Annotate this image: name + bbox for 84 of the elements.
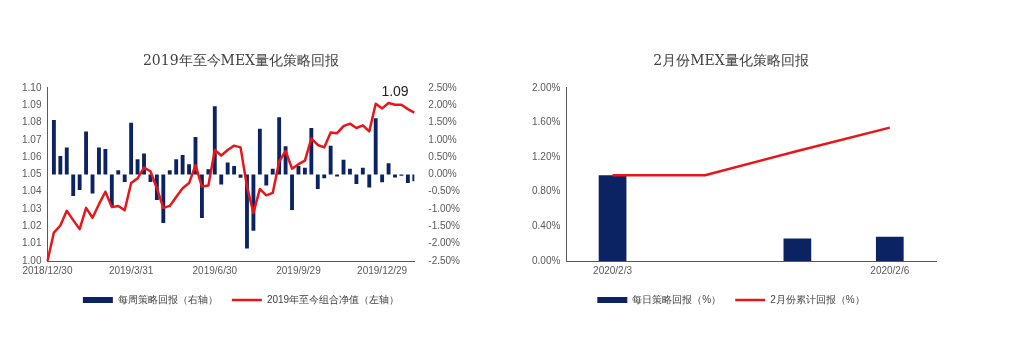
y2-tick-label: 2.00% (428, 98, 457, 110)
x-tick-label: 2020/2/3 (593, 264, 633, 276)
legend-label: 2019年至今组合净值（左轴） (266, 293, 400, 305)
y-tick-label: 1.03 (21, 202, 42, 214)
y-tick-label: 1.10 (21, 81, 42, 93)
y2-tick-label: -0.50% (428, 185, 461, 197)
y2-tick-label: -1.50% (428, 220, 461, 232)
bar (225, 162, 230, 175)
legend-label: 每日策略回报（%） (632, 293, 722, 305)
bar (257, 128, 262, 175)
bar (219, 174, 224, 185)
y2-tick-label: 0.00% (428, 168, 457, 180)
y-tick-label: 1.04 (21, 185, 42, 197)
bar (232, 166, 237, 175)
bar (335, 174, 340, 177)
bar (354, 174, 359, 185)
bar (187, 164, 191, 175)
y-tick-label: 1.09 (21, 98, 42, 110)
bar (412, 174, 415, 182)
y-tick-label: 0.00% (532, 254, 561, 266)
y2-tick-label: -1.00% (428, 202, 461, 214)
annotation: 1.09 (381, 82, 409, 99)
legend-label: 每周策略回报（右轴） (117, 293, 218, 305)
y2-tick-label: -2.00% (428, 237, 461, 249)
bar (122, 174, 127, 183)
bar (51, 120, 56, 175)
bar (348, 168, 352, 175)
bar (71, 174, 76, 196)
bar (174, 159, 179, 175)
bar (393, 174, 397, 178)
bar (405, 174, 410, 184)
x-tick-label: 2019/6/30 (192, 264, 238, 276)
y2-tick-label: 0.50% (428, 150, 457, 162)
y-tick-label: 1.01 (21, 237, 42, 249)
bar (109, 174, 114, 207)
y-tick-label: 1.00 (21, 254, 42, 266)
chart-title: 2019年至今MEX量化策略回报 (142, 52, 340, 69)
bar (84, 131, 89, 175)
x-tick-label: 2019/12/29 (357, 264, 408, 276)
bar (238, 174, 243, 178)
y2-tick-label: -2.50% (428, 254, 461, 266)
bar (367, 174, 372, 188)
y-tick-label: 1.07 (21, 133, 42, 145)
bar (58, 156, 63, 175)
y-tick-label: 1.06 (21, 150, 42, 162)
bar (360, 167, 365, 175)
bar (97, 147, 101, 175)
bar (373, 118, 378, 175)
bar (167, 170, 172, 175)
bar (875, 236, 904, 261)
x-tick-label: 2020/2/6 (870, 264, 910, 276)
y-tick-label: 0.40% (532, 220, 561, 232)
bar (386, 163, 391, 175)
bar (328, 145, 333, 175)
bar (264, 174, 269, 186)
y-tick-label: 1.08 (21, 116, 42, 128)
y-tick-label: 2.00% (532, 81, 561, 93)
bar (270, 168, 275, 175)
chart-title: 2月份MEX量化策略回报 (653, 52, 809, 69)
x-tick-label: 2019/9/29 (276, 264, 322, 276)
x-tick-label: 2019/3/31 (108, 264, 154, 276)
bar (598, 175, 627, 261)
y-tick-label: 1.02 (21, 220, 42, 232)
bar (290, 174, 294, 211)
y-tick-label: 1.05 (21, 168, 42, 180)
bar (783, 238, 812, 261)
y-tick-label: 0.80% (532, 185, 561, 197)
bar (315, 174, 320, 189)
x-tick-label: 2018/12/30 (22, 264, 73, 276)
y2-tick-label: 1.00% (428, 133, 457, 145)
bar (103, 149, 108, 175)
bar (129, 122, 134, 175)
y-tick-label: 1.60% (532, 116, 561, 128)
bar (302, 167, 307, 175)
bar (180, 155, 185, 175)
bar (116, 170, 121, 175)
bar (322, 174, 327, 179)
y2-tick-label: 2.50% (428, 81, 457, 93)
bar (64, 147, 69, 175)
y-tick-label: 1.20% (532, 150, 561, 162)
bar (77, 174, 82, 190)
legend-label: 2月份累计回报（%） (770, 293, 865, 305)
bar (380, 174, 385, 183)
y2-tick-label: 1.50% (428, 116, 457, 128)
